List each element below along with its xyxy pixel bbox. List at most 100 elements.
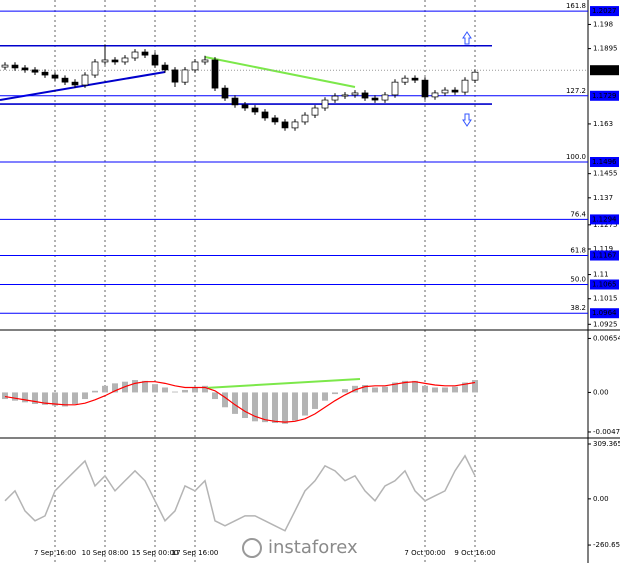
histogram-bar xyxy=(442,387,448,393)
candle-body xyxy=(261,111,269,119)
histogram-bar xyxy=(402,380,408,393)
histogram-bar xyxy=(212,392,218,400)
candle-body xyxy=(391,81,399,96)
candle-body xyxy=(191,61,199,71)
watermark: instaforex xyxy=(218,533,398,563)
current-price-box xyxy=(590,65,619,76)
candle-body xyxy=(81,74,89,86)
candle-body xyxy=(1,64,9,68)
histogram-bar xyxy=(322,392,328,401)
fib-label: 38.2 xyxy=(570,304,586,312)
y-tick-label: 1.198 xyxy=(593,20,613,28)
histogram-bar xyxy=(92,390,98,393)
candle-body xyxy=(181,69,189,83)
histogram-bar xyxy=(452,386,458,393)
histogram-bar xyxy=(162,387,168,393)
histogram-bar xyxy=(462,382,468,393)
x-tick-label: 17 Sep 16:00 xyxy=(172,549,219,557)
histogram-bar xyxy=(42,392,48,405)
histogram-bar xyxy=(312,392,318,409)
fib-label: 100.0 xyxy=(566,153,586,161)
candle-body xyxy=(221,87,229,99)
histogram-bar xyxy=(152,384,158,393)
x-tick-label: 10 Sep 08:00 xyxy=(82,549,129,557)
watermark-text: instaforex xyxy=(268,537,358,558)
candle-body xyxy=(71,81,79,86)
histogram-bar xyxy=(262,392,268,423)
candle-body xyxy=(151,54,159,66)
histogram-bar xyxy=(292,392,298,421)
histogram-bar xyxy=(422,385,428,393)
fib-price: 1.2027 xyxy=(592,7,617,15)
histogram-bar xyxy=(12,392,18,401)
y-tick-label: 1.0925 xyxy=(593,320,618,328)
fib-label: 50.0 xyxy=(570,276,586,284)
x-tick-label: 15 Sep 00:00 xyxy=(132,549,179,557)
histogram-bar xyxy=(182,389,188,393)
fib-price: 1.1167 xyxy=(592,252,617,260)
x-tick-label: 7 Oct 00:00 xyxy=(404,549,445,557)
candle-body xyxy=(11,64,19,69)
histogram-bar xyxy=(332,392,338,395)
fib-price: 1.1729 xyxy=(592,92,617,100)
histogram-bar xyxy=(132,380,138,393)
histogram-bar xyxy=(222,392,228,408)
histogram-bar xyxy=(392,382,398,393)
histogram-bar xyxy=(82,392,88,400)
fib-price-box xyxy=(590,250,619,261)
histogram-bar xyxy=(112,383,118,393)
candle-body xyxy=(31,69,39,73)
candle-body xyxy=(361,92,369,99)
histogram-bar xyxy=(102,385,108,393)
candle-body xyxy=(241,104,249,109)
candle-body xyxy=(171,69,179,83)
histogram-bar xyxy=(272,392,278,423)
histogram-bar xyxy=(32,392,38,404)
fib-price-box xyxy=(590,6,619,17)
arrow-down xyxy=(462,113,472,127)
fib-price: 1.0964 xyxy=(592,309,617,317)
candle-body xyxy=(41,71,49,76)
candle-body xyxy=(461,79,469,93)
histogram-bar xyxy=(352,385,358,393)
candle-body xyxy=(441,89,449,94)
fib-price-box xyxy=(590,90,619,101)
candle-body xyxy=(201,59,209,63)
histogram-bar xyxy=(232,392,238,414)
candle-body xyxy=(111,59,119,63)
candle-body xyxy=(131,51,139,59)
histogram-bar xyxy=(382,386,388,393)
candle-body xyxy=(341,94,349,97)
histogram-bar xyxy=(2,392,8,400)
candle-body xyxy=(21,67,29,71)
candle-body xyxy=(271,117,279,123)
y-tick-label: 1.1275 xyxy=(593,221,618,229)
fib-price-box xyxy=(590,279,619,290)
histogram-bar xyxy=(282,392,288,424)
fib-price: 1.1065 xyxy=(592,281,617,289)
y-tick-label: -0.00479 xyxy=(593,428,620,436)
candle-body xyxy=(231,97,239,106)
fib-price: 1.1294 xyxy=(592,215,617,223)
histogram-bar xyxy=(22,392,28,403)
candle-body xyxy=(381,94,389,101)
histogram-bar xyxy=(252,392,258,422)
histogram-bar xyxy=(372,387,378,393)
fib-price-box xyxy=(590,308,619,319)
x-tick-label: 9 Oct 16:00 xyxy=(454,549,495,557)
candle-body xyxy=(51,74,59,79)
fib-price-box xyxy=(590,157,619,168)
histogram-bar xyxy=(202,385,208,393)
y-tick-label: 309.3651 xyxy=(593,440,620,448)
candle-body xyxy=(101,59,109,63)
y-tick-label: 0.00654 xyxy=(593,334,620,342)
arrow-up xyxy=(462,31,472,45)
histogram-bar xyxy=(342,389,348,393)
histogram-bar xyxy=(142,380,148,393)
histogram-bar xyxy=(62,392,68,407)
histogram-bar xyxy=(302,392,308,416)
y-tick-label: 0.00 xyxy=(593,388,609,396)
candle-body xyxy=(251,107,259,113)
candle-body xyxy=(351,92,359,96)
